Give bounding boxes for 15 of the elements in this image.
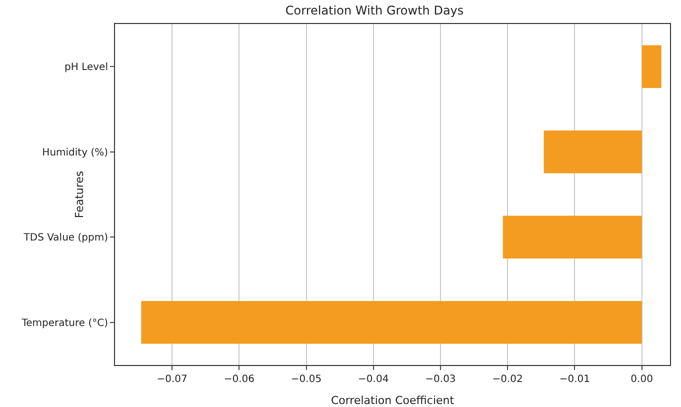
y-axis-title: Features <box>73 170 86 218</box>
x-axis-title: Correlation Coefficient <box>330 394 455 407</box>
chart-title: Correlation With Growth Days <box>285 4 464 18</box>
x-tick-label: −0.06 <box>224 374 254 385</box>
x-tick-label: 0.00 <box>630 374 653 385</box>
y-tick-label: Humidity (%) <box>42 147 108 158</box>
x-tick-label: −0.05 <box>290 374 322 385</box>
x-tick-label: −0.03 <box>425 374 456 385</box>
x-tick-label: −0.02 <box>492 374 523 385</box>
x-tick-label: −0.07 <box>156 374 188 385</box>
y-tick-label: pH Level <box>64 62 108 74</box>
x-tick-label: −0.04 <box>358 374 389 385</box>
y-tick-label: Temperature (°C) <box>20 318 108 329</box>
y-tick-label: TDS Value (ppm) <box>22 232 108 244</box>
x-tick-label: −0.01 <box>559 374 590 385</box>
